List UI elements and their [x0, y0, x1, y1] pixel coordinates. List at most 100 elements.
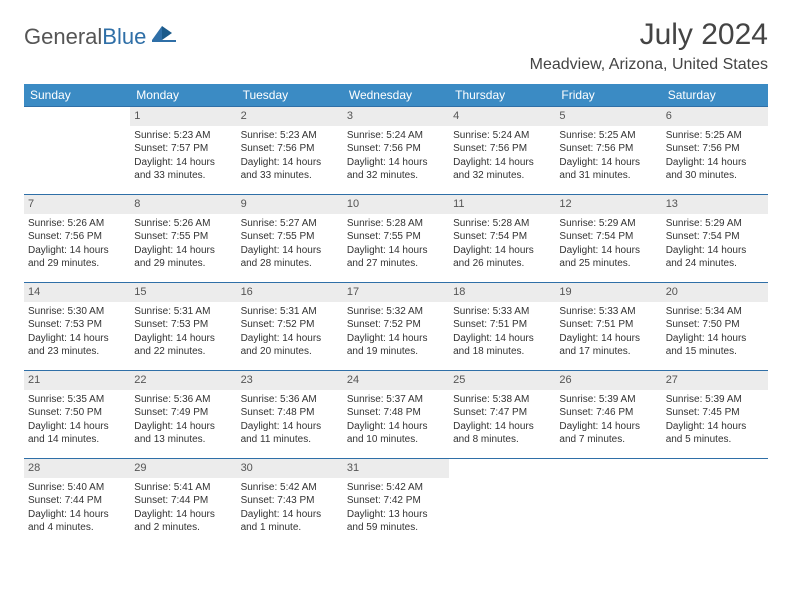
day-body: Sunrise: 5:39 AMSunset: 7:45 PMDaylight:…: [662, 390, 768, 450]
day-body: Sunrise: 5:33 AMSunset: 7:51 PMDaylight:…: [555, 302, 661, 362]
sunset-text: Sunset: 7:54 PM: [666, 230, 764, 244]
daylight-text: Daylight: 14 hours and 25 minutes.: [559, 244, 657, 271]
sunset-text: Sunset: 7:56 PM: [559, 142, 657, 156]
day-number: 10: [343, 195, 449, 214]
sunrise-text: Sunrise: 5:28 AM: [347, 217, 445, 231]
daylight-text: Daylight: 14 hours and 29 minutes.: [28, 244, 126, 271]
calendar-cell: 31Sunrise: 5:42 AMSunset: 7:42 PMDayligh…: [343, 459, 449, 547]
logo-text: GeneralBlue: [24, 24, 146, 50]
daylight-text: Daylight: 13 hours and 59 minutes.: [347, 508, 445, 535]
sunrise-text: Sunrise: 5:40 AM: [28, 481, 126, 495]
calendar-cell: 13Sunrise: 5:29 AMSunset: 7:54 PMDayligh…: [662, 195, 768, 283]
daylight-text: Daylight: 14 hours and 30 minutes.: [666, 156, 764, 183]
day-body: Sunrise: 5:30 AMSunset: 7:53 PMDaylight:…: [24, 302, 130, 362]
day-number: 11: [449, 195, 555, 214]
day-body: Sunrise: 5:23 AMSunset: 7:57 PMDaylight:…: [130, 126, 236, 186]
sunrise-text: Sunrise: 5:30 AM: [28, 305, 126, 319]
sunrise-text: Sunrise: 5:42 AM: [347, 481, 445, 495]
sunset-text: Sunset: 7:50 PM: [666, 318, 764, 332]
calendar-cell: 20Sunrise: 5:34 AMSunset: 7:50 PMDayligh…: [662, 283, 768, 371]
calendar-cell: 3Sunrise: 5:24 AMSunset: 7:56 PMDaylight…: [343, 107, 449, 195]
day-body: Sunrise: 5:36 AMSunset: 7:48 PMDaylight:…: [237, 390, 343, 450]
daylight-text: Daylight: 14 hours and 33 minutes.: [241, 156, 339, 183]
sunrise-text: Sunrise: 5:41 AM: [134, 481, 232, 495]
calendar-cell: 21Sunrise: 5:35 AMSunset: 7:50 PMDayligh…: [24, 371, 130, 459]
calendar-cell: 12Sunrise: 5:29 AMSunset: 7:54 PMDayligh…: [555, 195, 661, 283]
title-block: July 2024 Meadview, Arizona, United Stat…: [530, 18, 768, 74]
calendar-cell: 22 Sunrise: 5:36 AMSunset: 7:49 PMDayligh…: [130, 371, 236, 459]
sunset-text: Sunset: 7:52 PM: [241, 318, 339, 332]
sunset-text: Sunset: 7:54 PM: [559, 230, 657, 244]
calendar-cell: 6Sunrise: 5:25 AMSunset: 7:56 PMDaylight…: [662, 107, 768, 195]
logo-word-1: General: [24, 24, 102, 49]
sunrise-text: Sunrise: 5:32 AM: [347, 305, 445, 319]
day-number: 2: [237, 107, 343, 126]
day-number: 4: [449, 107, 555, 126]
calendar-cell: 10Sunrise: 5:28 AMSunset: 7:55 PMDayligh…: [343, 195, 449, 283]
day-body: Sunrise: 5:39 AMSunset: 7:46 PMDaylight:…: [555, 390, 661, 450]
logo: GeneralBlue: [24, 24, 178, 50]
calendar-cell: 18Sunrise: 5:33 AMSunset: 7:51 PMDayligh…: [449, 283, 555, 371]
calendar-cell: 8Sunrise: 5:26 AMSunset: 7:55 PMDaylight…: [130, 195, 236, 283]
day-body: Sunrise: 5:29 AMSunset: 7:54 PMDaylight:…: [555, 214, 661, 274]
daylight-text: Daylight: 14 hours and 33 minutes.: [134, 156, 232, 183]
daylight-text: Daylight: 14 hours and 26 minutes.: [453, 244, 551, 271]
daylight-text: Daylight: 14 hours and 23 minutes.: [28, 332, 126, 359]
calendar-cell: 11Sunrise: 5:28 AMSunset: 7:54 PMDayligh…: [449, 195, 555, 283]
sunset-text: Sunset: 7:44 PM: [134, 494, 232, 508]
sunset-text: Sunset: 7:49 PM: [134, 406, 232, 420]
day-number: 1: [130, 107, 236, 126]
daylight-text: Daylight: 14 hours and 1 minute.: [241, 508, 339, 535]
day-number: 17: [343, 283, 449, 302]
weekday-header: Monday: [130, 84, 236, 107]
day-body: Sunrise: 5:40 AMSunset: 7:44 PMDaylight:…: [24, 478, 130, 538]
sunrise-text: Sunrise: 5:33 AM: [453, 305, 551, 319]
sunset-text: Sunset: 7:43 PM: [241, 494, 339, 508]
sunrise-text: Sunrise: 5:23 AM: [241, 129, 339, 143]
day-body: Sunrise: 5:38 AMSunset: 7:47 PMDaylight:…: [449, 390, 555, 450]
weekday-header: Tuesday: [237, 84, 343, 107]
sunrise-text: Sunrise: 5:24 AM: [453, 129, 551, 143]
daylight-text: Daylight: 14 hours and 29 minutes.: [134, 244, 232, 271]
calendar-cell: 27Sunrise: 5:39 AMSunset: 7:45 PMDayligh…: [662, 371, 768, 459]
daylight-text: Daylight: 14 hours and 4 minutes.: [28, 508, 126, 535]
sunrise-text: Sunrise: 5:38 AM: [453, 393, 551, 407]
sunrise-text: Sunrise: 5:36 AM: [241, 393, 339, 407]
calendar-cell: [24, 107, 130, 195]
day-number: 7: [24, 195, 130, 214]
daylight-text: Daylight: 14 hours and 28 minutes.: [241, 244, 339, 271]
day-body: Sunrise: 5:24 AMSunset: 7:56 PMDaylight:…: [449, 126, 555, 186]
daylight-text: Daylight: 14 hours and 15 minutes.: [666, 332, 764, 359]
daylight-text: Daylight: 14 hours and 20 minutes.: [241, 332, 339, 359]
sunset-text: Sunset: 7:50 PM: [28, 406, 126, 420]
daylight-text: Daylight: 14 hours and 11 minutes.: [241, 420, 339, 447]
daylight-text: Daylight: 14 hours and 18 minutes.: [453, 332, 551, 359]
logo-word-2: Blue: [102, 24, 146, 49]
day-body: Sunrise: 5:26 AMSunset: 7:56 PMDaylight:…: [24, 214, 130, 274]
sunset-text: Sunset: 7:52 PM: [347, 318, 445, 332]
sunrise-text: Sunrise: 5:26 AM: [28, 217, 126, 231]
calendar-cell: 9Sunrise: 5:27 AMSunset: 7:55 PMDaylight…: [237, 195, 343, 283]
day-number: 16: [237, 283, 343, 302]
calendar-cell: [555, 459, 661, 547]
sunrise-text: Sunrise: 5:25 AM: [666, 129, 764, 143]
daylight-text: Daylight: 14 hours and 31 minutes.: [559, 156, 657, 183]
daylight-text: Daylight: 14 hours and 13 minutes.: [134, 420, 232, 447]
sunset-text: Sunset: 7:53 PM: [28, 318, 126, 332]
day-number: 21: [24, 371, 130, 390]
calendar-row: 28Sunrise: 5:40 AMSunset: 7:44 PMDayligh…: [24, 459, 768, 547]
sunset-text: Sunset: 7:56 PM: [666, 142, 764, 156]
calendar-cell: 2Sunrise: 5:23 AMSunset: 7:56 PMDaylight…: [237, 107, 343, 195]
weekday-header: Saturday: [662, 84, 768, 107]
daylight-text: Daylight: 14 hours and 8 minutes.: [453, 420, 551, 447]
day-number: 22: [130, 371, 236, 390]
sunset-text: Sunset: 7:46 PM: [559, 406, 657, 420]
sunset-text: Sunset: 7:51 PM: [559, 318, 657, 332]
calendar-row: 14Sunrise: 5:30 AMSunset: 7:53 PMDayligh…: [24, 283, 768, 371]
calendar-cell: [662, 459, 768, 547]
sunset-text: Sunset: 7:53 PM: [134, 318, 232, 332]
daylight-text: Daylight: 14 hours and 24 minutes.: [666, 244, 764, 271]
sunrise-text: Sunrise: 5:36 AM: [134, 393, 232, 407]
sunrise-text: Sunrise: 5:39 AM: [559, 393, 657, 407]
sunrise-text: Sunrise: 5:33 AM: [559, 305, 657, 319]
